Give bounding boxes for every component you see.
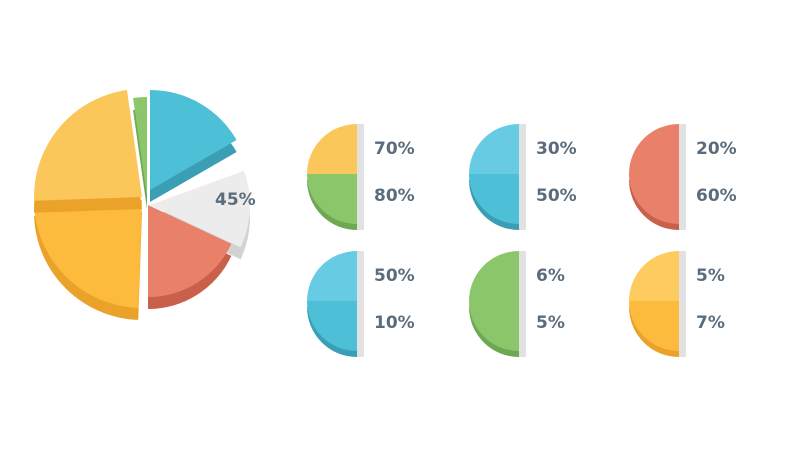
group-bottom-label: 5% (536, 313, 565, 333)
half-top (307, 124, 357, 174)
main-pie-label: 45% (215, 190, 256, 210)
group-top-label: 20% (696, 139, 737, 159)
group-bottom-label: 7% (696, 313, 725, 333)
half-top (629, 124, 679, 174)
half-edge (357, 251, 364, 357)
pie-gap-slice (150, 170, 250, 248)
group-top-label: 50% (374, 266, 415, 286)
group-bottom-label: 50% (536, 186, 577, 206)
group-bottom-label: 80% (374, 186, 415, 206)
group-top-label: 70% (374, 139, 415, 159)
half-edge (679, 124, 686, 230)
half-top (469, 251, 519, 301)
pie-slice-yellow (34, 90, 142, 201)
half-bottom (307, 301, 357, 351)
half-edge (519, 124, 526, 230)
group-top-label: 5% (696, 266, 725, 286)
half-bottom (469, 174, 519, 224)
half-top (307, 251, 357, 301)
half-bottom (469, 301, 519, 351)
pie-slice-orange (34, 200, 142, 308)
half-top (629, 251, 679, 301)
half-edge (679, 251, 686, 357)
pie-slice-green (133, 97, 147, 197)
group-bottom-label: 10% (374, 313, 415, 333)
group-top-label: 6% (536, 266, 565, 286)
half-bottom (629, 174, 679, 224)
half-edge (519, 251, 526, 357)
half-bottom (629, 301, 679, 351)
half-top (469, 124, 519, 174)
half-edge (357, 124, 364, 230)
group-top-label: 30% (536, 139, 577, 159)
half-bottom (307, 174, 357, 224)
group-bottom-label: 60% (696, 186, 737, 206)
pie-slice-red (148, 205, 232, 297)
pie-slice-teal (150, 90, 237, 190)
